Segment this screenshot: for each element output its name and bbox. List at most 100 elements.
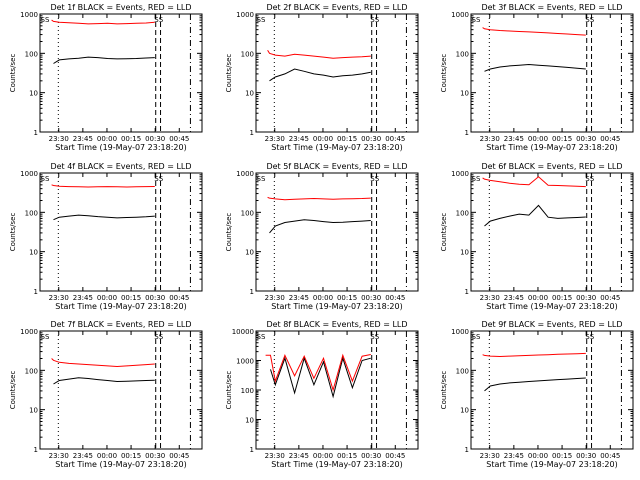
x-tick-label: 23:45 [73, 294, 93, 302]
lld-series-line [51, 184, 155, 188]
x-axis-label: Start Time (19-May-07 23:18:20) [55, 460, 186, 469]
panel-title: Det 3f BLACK = Events, RED = LLD [481, 3, 622, 12]
ss-marker-end: SS [154, 333, 163, 341]
x-tick-label: 00:00 [97, 135, 117, 143]
events-series-line [53, 56, 155, 64]
plot-frame [39, 330, 203, 450]
x-tick-label: 00:45 [169, 294, 189, 302]
ss-marker-end: SS [370, 175, 379, 183]
x-tick-label: 00:00 [313, 294, 333, 302]
x-tick-label: 23:30 [480, 452, 500, 460]
lld-series-line [482, 176, 586, 188]
detector-panel: Det 2f BLACK = Events, RED = LLD 1 10 100 10… [225, 3, 419, 152]
y-tick-label: 100 [241, 50, 254, 58]
events-series-line [53, 214, 155, 221]
ss-marker-end: SS [585, 16, 594, 24]
events-series-line [53, 377, 155, 385]
events-series-line [484, 377, 586, 392]
lld-series-line [482, 27, 586, 36]
x-tick-label: 00:30 [576, 135, 596, 143]
ss-marker-start: SS [472, 16, 481, 24]
x-tick-label: 23:30 [265, 452, 285, 460]
x-tick-label: 23:30 [480, 294, 500, 302]
y-tick-label: 100 [25, 209, 38, 217]
plot-frame [39, 172, 203, 292]
ss-marker-start: SS [257, 175, 266, 183]
ss-marker-start: SS [472, 333, 481, 341]
x-tick-label: 00:30 [576, 294, 596, 302]
x-tick-label: 00:15 [121, 135, 141, 143]
y-tick-label: 1 [465, 129, 469, 137]
x-axis-label: Start Time (19-May-07 23:18:20) [486, 302, 617, 311]
x-tick-label: 00:45 [385, 294, 405, 302]
x-tick-label: 00:30 [145, 294, 165, 302]
y-tick-label: 100 [241, 387, 254, 395]
y-axis-label: Counts/sec [225, 213, 233, 252]
events-series-line [484, 204, 586, 227]
y-tick-label: 1 [250, 288, 254, 296]
x-tick-label: 23:45 [289, 294, 309, 302]
lld-series-line [267, 196, 371, 201]
ss-marker-start: SS [41, 333, 50, 341]
y-tick-label: 1 [34, 288, 38, 296]
x-tick-label: 23:30 [265, 294, 285, 302]
x-tick-label: 23:30 [49, 452, 69, 460]
x-tick-label: 00:45 [600, 452, 620, 460]
ss-marker-start: SS [257, 333, 266, 341]
x-tick-label: 00:15 [552, 294, 572, 302]
x-tick-label: 00:45 [169, 452, 189, 460]
y-tick-label: 10 [245, 249, 254, 257]
y-tick-label: 1000 [236, 358, 254, 366]
x-tick-label: 00:15 [121, 452, 141, 460]
x-tick-label: 23:30 [480, 135, 500, 143]
y-tick-label: 1000 [451, 170, 469, 178]
x-axis-label: Start Time (19-May-07 23:18:20) [55, 143, 186, 152]
x-axis-label: Start Time (19-May-07 23:18:20) [271, 302, 402, 311]
y-tick-label: 10 [29, 249, 38, 257]
x-axis-label: Start Time (19-May-07 23:18:20) [55, 302, 186, 311]
y-tick-label: 1 [34, 129, 38, 137]
x-tick-label: 23:30 [49, 135, 69, 143]
y-axis-label: Counts/sec [9, 54, 17, 93]
lld-series-line [51, 19, 155, 25]
y-tick-label: 1 [250, 446, 254, 454]
y-axis-label: Counts/sec [225, 54, 233, 93]
x-tick-label: 00:45 [385, 452, 405, 460]
x-axis-label: Start Time (19-May-07 23:18:20) [271, 143, 402, 152]
panel-title: Det 4f BLACK = Events, RED = LLD [50, 162, 191, 171]
x-axis-label: Start Time (19-May-07 23:18:20) [486, 460, 617, 469]
lld-series-line [267, 49, 371, 59]
x-tick-label: 00:15 [337, 135, 357, 143]
ss-marker-start: SS [257, 16, 266, 24]
x-axis-label: Start Time (19-May-07 23:18:20) [486, 143, 617, 152]
y-tick-label: 10 [245, 90, 254, 98]
y-axis-label: Counts/sec [9, 213, 17, 252]
y-tick-label: 1000 [20, 328, 38, 336]
lld-series-line [265, 353, 371, 392]
detector-panel: Det 6f BLACK = Events, RED = LLD 1 10 100 10… [440, 162, 634, 311]
panel-title: Det 8f BLACK = Events, RED = LLD [266, 320, 407, 329]
x-tick-label: 00:00 [313, 135, 333, 143]
y-axis-label: Counts/sec [440, 213, 448, 252]
y-tick-label: 10 [245, 417, 254, 425]
y-tick-label: 1 [465, 446, 469, 454]
y-tick-label: 100 [25, 50, 38, 58]
y-tick-label: 100 [25, 367, 38, 375]
y-tick-label: 1000 [236, 170, 254, 178]
x-tick-label: 23:30 [49, 294, 69, 302]
x-tick-label: 00:30 [361, 452, 381, 460]
panel-title: Det 2f BLACK = Events, RED = LLD [266, 3, 407, 12]
x-tick-label: 00:45 [600, 135, 620, 143]
x-tick-label: 00:45 [600, 294, 620, 302]
x-tick-label: 23:45 [289, 452, 309, 460]
plot-frame [470, 13, 634, 133]
y-tick-label: 1000 [451, 11, 469, 19]
plot-frame [255, 13, 419, 133]
events-series-line [484, 63, 586, 72]
y-tick-label: 10 [29, 90, 38, 98]
ss-marker-end: SS [585, 333, 594, 341]
ss-marker-end: SS [585, 175, 594, 183]
y-tick-label: 10000 [232, 328, 254, 336]
detector-panel: Det 7f BLACK = Events, RED = LLD 1 10 100 10… [9, 320, 203, 469]
